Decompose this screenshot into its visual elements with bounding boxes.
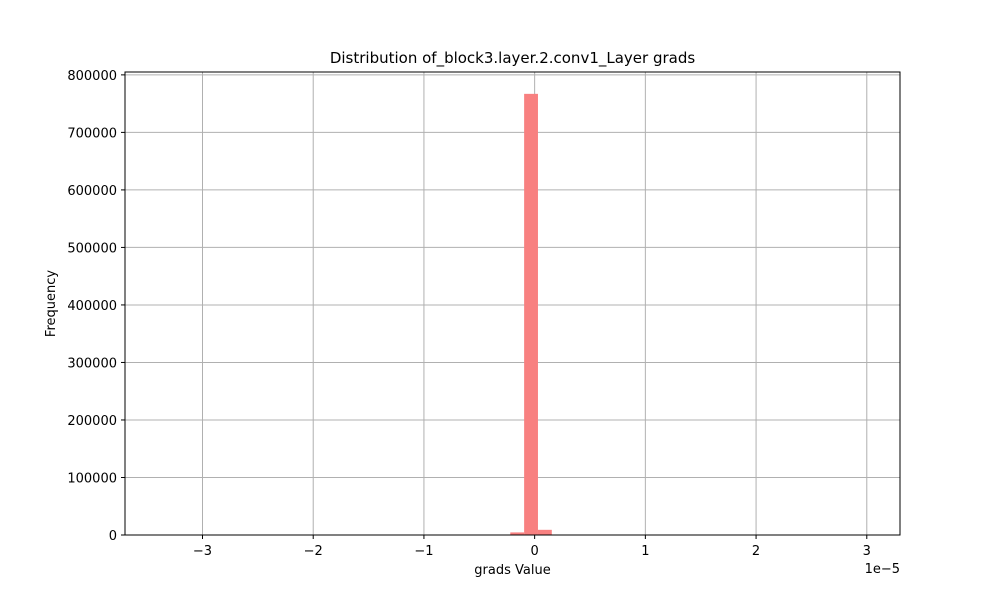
x-axis-offset-label: 1e−5 <box>865 562 900 577</box>
y-tick-label: 500000 <box>67 241 117 256</box>
x-tick-label: −3 <box>193 544 212 559</box>
y-tick-label: 400000 <box>67 299 117 314</box>
x-axis-label: grads Value <box>474 563 550 578</box>
x-tick-label: 0 <box>531 544 539 559</box>
y-tick-label: 100000 <box>67 471 117 486</box>
grid-layer <box>125 72 900 536</box>
y-tick-label: 800000 <box>67 69 117 84</box>
bars-layer <box>510 93 552 536</box>
x-tick-label: 3 <box>863 544 871 559</box>
x-tick-label: −1 <box>414 544 433 559</box>
x-tick-label: 2 <box>752 544 760 559</box>
axes-frame <box>124 71 901 536</box>
y-tick-label: 600000 <box>67 184 117 199</box>
chart-title: Distribution of_block3.layer.2.conv1_Lay… <box>330 49 696 68</box>
y-tick-label: 0 <box>109 529 117 544</box>
y-tick-label: 700000 <box>67 126 117 141</box>
y-axis-label: Frequency <box>44 270 59 337</box>
histogram-bar-0 <box>510 532 525 535</box>
x-tick-label: −2 <box>304 544 323 559</box>
ticks-layer: −3 −2 −1 0 1 2 3 0 100000 200000 300000 400000 50000… <box>67 69 871 559</box>
y-tick-label: 200000 <box>67 414 117 429</box>
histogram-bar-2 <box>537 529 552 535</box>
y-tick-label: 300000 <box>67 356 117 371</box>
x-tick-label: 1 <box>641 544 649 559</box>
histogram-bar-1 <box>524 93 538 536</box>
